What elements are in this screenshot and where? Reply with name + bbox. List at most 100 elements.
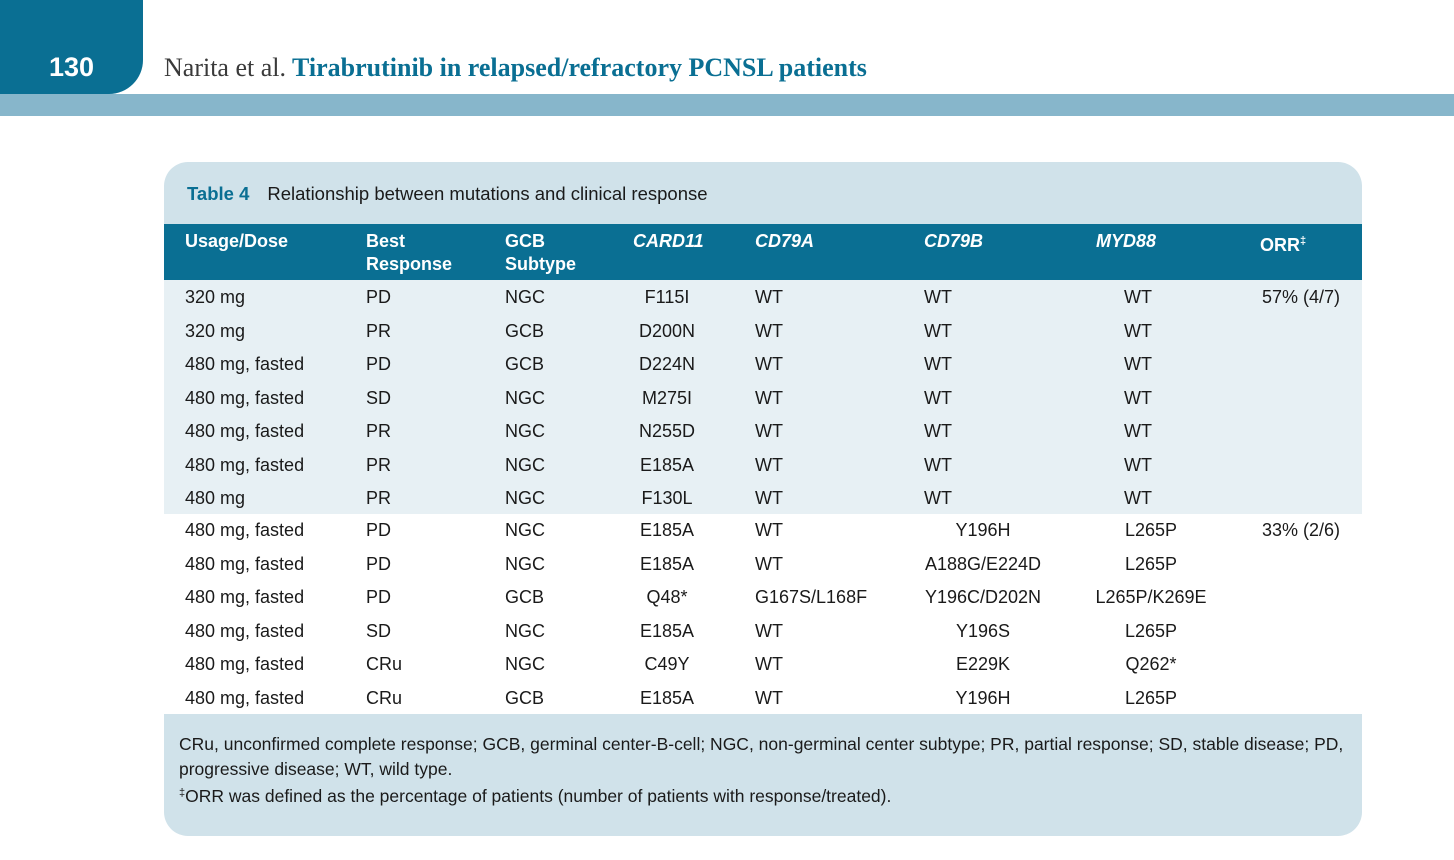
table-cell-gcb-subtype: NGC — [505, 287, 545, 307]
table-cell-gcb-subtype: NGC — [505, 620, 545, 641]
table-cell-usage-dose: 480 mg — [185, 488, 246, 508]
table-cell-card11: F115I — [644, 287, 690, 307]
table-cell-cd79b: WT — [924, 421, 952, 441]
header-band — [0, 94, 1454, 116]
column-header-myd88: MYD88 — [1096, 230, 1156, 253]
table-cell-best-response: PR — [366, 488, 392, 508]
table-cell-cd79a: WT — [755, 320, 783, 341]
table-caption-text: Relationship between mutations and clini… — [267, 183, 708, 204]
table-cell-best-response: PR — [366, 320, 392, 341]
table-cell-myd88: WT — [1124, 421, 1152, 441]
running-head: Narita et al. Tirabrutinib in relapsed/re… — [164, 50, 867, 85]
table-cell-cd79a: WT — [755, 687, 783, 708]
column-header-text: CARD11 — [633, 231, 704, 251]
table-body-group-1: 320 mg PD NGC F115I WT WT WT 57% (4/7) 320 mg PR G… — [164, 280, 1362, 514]
table-cell-gcb-subtype: NGC — [505, 387, 545, 408]
table-cell-cd79b: WT — [924, 454, 952, 475]
table-label: Table 4 — [187, 183, 250, 204]
table-cell-usage-dose: 480 mg, fasted — [185, 387, 305, 408]
table-cell-card11: N255D — [638, 421, 696, 441]
column-header-card11: CARD11 — [633, 230, 704, 253]
table-cell-cd79a: WT — [755, 421, 783, 441]
table-cell-best-response: SD — [366, 387, 392, 408]
table-cell-cd79b: WT — [924, 488, 952, 508]
table-cell-cd79b: WT — [924, 354, 952, 374]
table-body-group-2: 480 mg, fasted PD NGC E185A WT Y196H L265P 33% … — [164, 514, 1362, 714]
table-cell-card11: E185A — [639, 620, 695, 641]
table-cell-usage-dose: 480 mg, fasted — [185, 354, 305, 374]
column-header-orr: ORR‡ — [1260, 230, 1306, 257]
column-header-footnote-mark: ‡ — [1300, 235, 1307, 247]
table-row: 320 mg PD NGC F115I WT WT WT 57% (4/7) — [164, 281, 1362, 315]
table-row: 480 mg, fasted CRu GCB E185A WT Y196H L265P — [164, 682, 1362, 716]
table-cell-card11: M275I — [641, 387, 693, 408]
table-row: 480 mg, fasted PR NGC N255D WT WT WT — [164, 415, 1362, 449]
table-cell-card11: E185A — [639, 520, 695, 540]
table-cell-myd88: L265P — [1124, 520, 1178, 540]
table-footnote: CRu, unconfirmed complete response; GCB,… — [179, 732, 1349, 809]
table-cell-usage-dose: 480 mg, fasted — [185, 687, 305, 708]
table-row: 480 mg, fasted PD GCB D224N WT WT WT — [164, 348, 1362, 382]
table-cell-usage-dose: 480 mg, fasted — [185, 587, 305, 607]
column-header-best-response: Best Response — [366, 230, 452, 276]
table-cell-cd79b: Y196H — [955, 687, 1011, 708]
table-cell-card11: E185A — [639, 687, 695, 708]
table-cell-cd79b: WT — [924, 320, 952, 341]
column-header-text-line2: Response — [366, 254, 453, 274]
table-cell-best-response: PD — [366, 520, 392, 540]
footnote-orr: ‡ORR was defined as the percentage of pa… — [179, 781, 1349, 809]
column-header-text: Usage/Dose — [185, 231, 289, 251]
table-cell-card11: F130L — [641, 488, 693, 508]
table-cell-best-response: PR — [366, 421, 392, 441]
table-cell-card11: E185A — [639, 454, 695, 475]
table-cell-gcb-subtype: GCB — [505, 587, 545, 607]
table-cell-usage-dose: 480 mg, fasted — [185, 454, 305, 475]
table-cell-myd88: WT — [1124, 454, 1152, 475]
table-cell-card11: Q48* — [646, 587, 688, 607]
table-cell-myd88: WT — [1124, 287, 1152, 307]
table-cell-best-response: PD — [366, 587, 392, 607]
column-header-text: GCB — [505, 231, 545, 251]
table-cell-gcb-subtype: GCB — [505, 354, 545, 374]
column-header-text-line2: Subtype — [505, 254, 577, 274]
column-header-gcb-subtype: GCB Subtype — [505, 230, 576, 276]
table-cell-usage-dose: 480 mg, fasted — [185, 654, 305, 674]
table-row: 480 mg, fasted CRu NGC C49Y WT E229K Q262* — [164, 648, 1362, 682]
table-cell-gcb-subtype: NGC — [505, 553, 545, 574]
table-cell-card11: D200N — [638, 320, 696, 341]
table-cell-best-response: SD — [366, 620, 392, 641]
table-cell-cd79a: WT — [755, 354, 783, 374]
table-row: 480 mg, fasted SD NGC E185A WT Y196S L265P — [164, 615, 1362, 649]
table-cell-usage-dose: 480 mg, fasted — [185, 421, 305, 441]
table-cell-cd79b: Y196H — [955, 520, 1011, 540]
table-cell-gcb-subtype: GCB — [505, 320, 545, 341]
table-cell-myd88: WT — [1124, 387, 1152, 408]
table-cell-best-response: PR — [366, 454, 392, 475]
table-cell-cd79a: WT — [755, 287, 783, 307]
table-cell-card11: E185A — [639, 553, 695, 574]
table-cell-myd88: L265P — [1124, 553, 1178, 574]
table-cell-best-response: PD — [366, 354, 392, 374]
table-row: 480 mg, fasted PD NGC E185A WT Y196H L265P 33% … — [164, 514, 1362, 548]
table-cell-myd88: L265P/K269E — [1095, 587, 1207, 607]
table-cell-card11: C49Y — [644, 654, 690, 674]
table-cell-cd79b: WT — [924, 287, 952, 307]
table-cell-gcb-subtype: GCB — [505, 687, 545, 708]
table-cell-cd79b: WT — [924, 387, 952, 408]
running-head-title: Tirabrutinib in relapsed/refractory PCNS… — [292, 53, 867, 82]
table-row: 480 mg, fasted PD GCB Q48* G167S/L168F Y196C/… — [164, 581, 1362, 615]
table-cell-cd79a: WT — [755, 520, 783, 540]
table-cell-gcb-subtype: NGC — [505, 520, 545, 540]
table-cell-myd88: L265P — [1124, 620, 1178, 641]
table-header: Usage/Dose Best Response GCB Subtype CARD11 CD… — [164, 224, 1362, 280]
column-header-cd79b: CD79B — [924, 230, 983, 253]
column-header-text: MYD88 — [1096, 231, 1157, 251]
table-cell-cd79a: WT — [755, 387, 783, 408]
table-row: 480 mg PR NGC F130L WT WT WT — [164, 482, 1362, 516]
table-cell-best-response: CRu — [366, 687, 403, 708]
table-cell-best-response: PD — [366, 287, 392, 307]
footnote-orr-text: ORR was defined as the percentage of pat… — [185, 786, 892, 806]
table-cell-myd88: Q262* — [1125, 654, 1177, 674]
table-cell-cd79b: Y196S — [955, 620, 1011, 641]
page-number: 130 — [48, 52, 95, 82]
